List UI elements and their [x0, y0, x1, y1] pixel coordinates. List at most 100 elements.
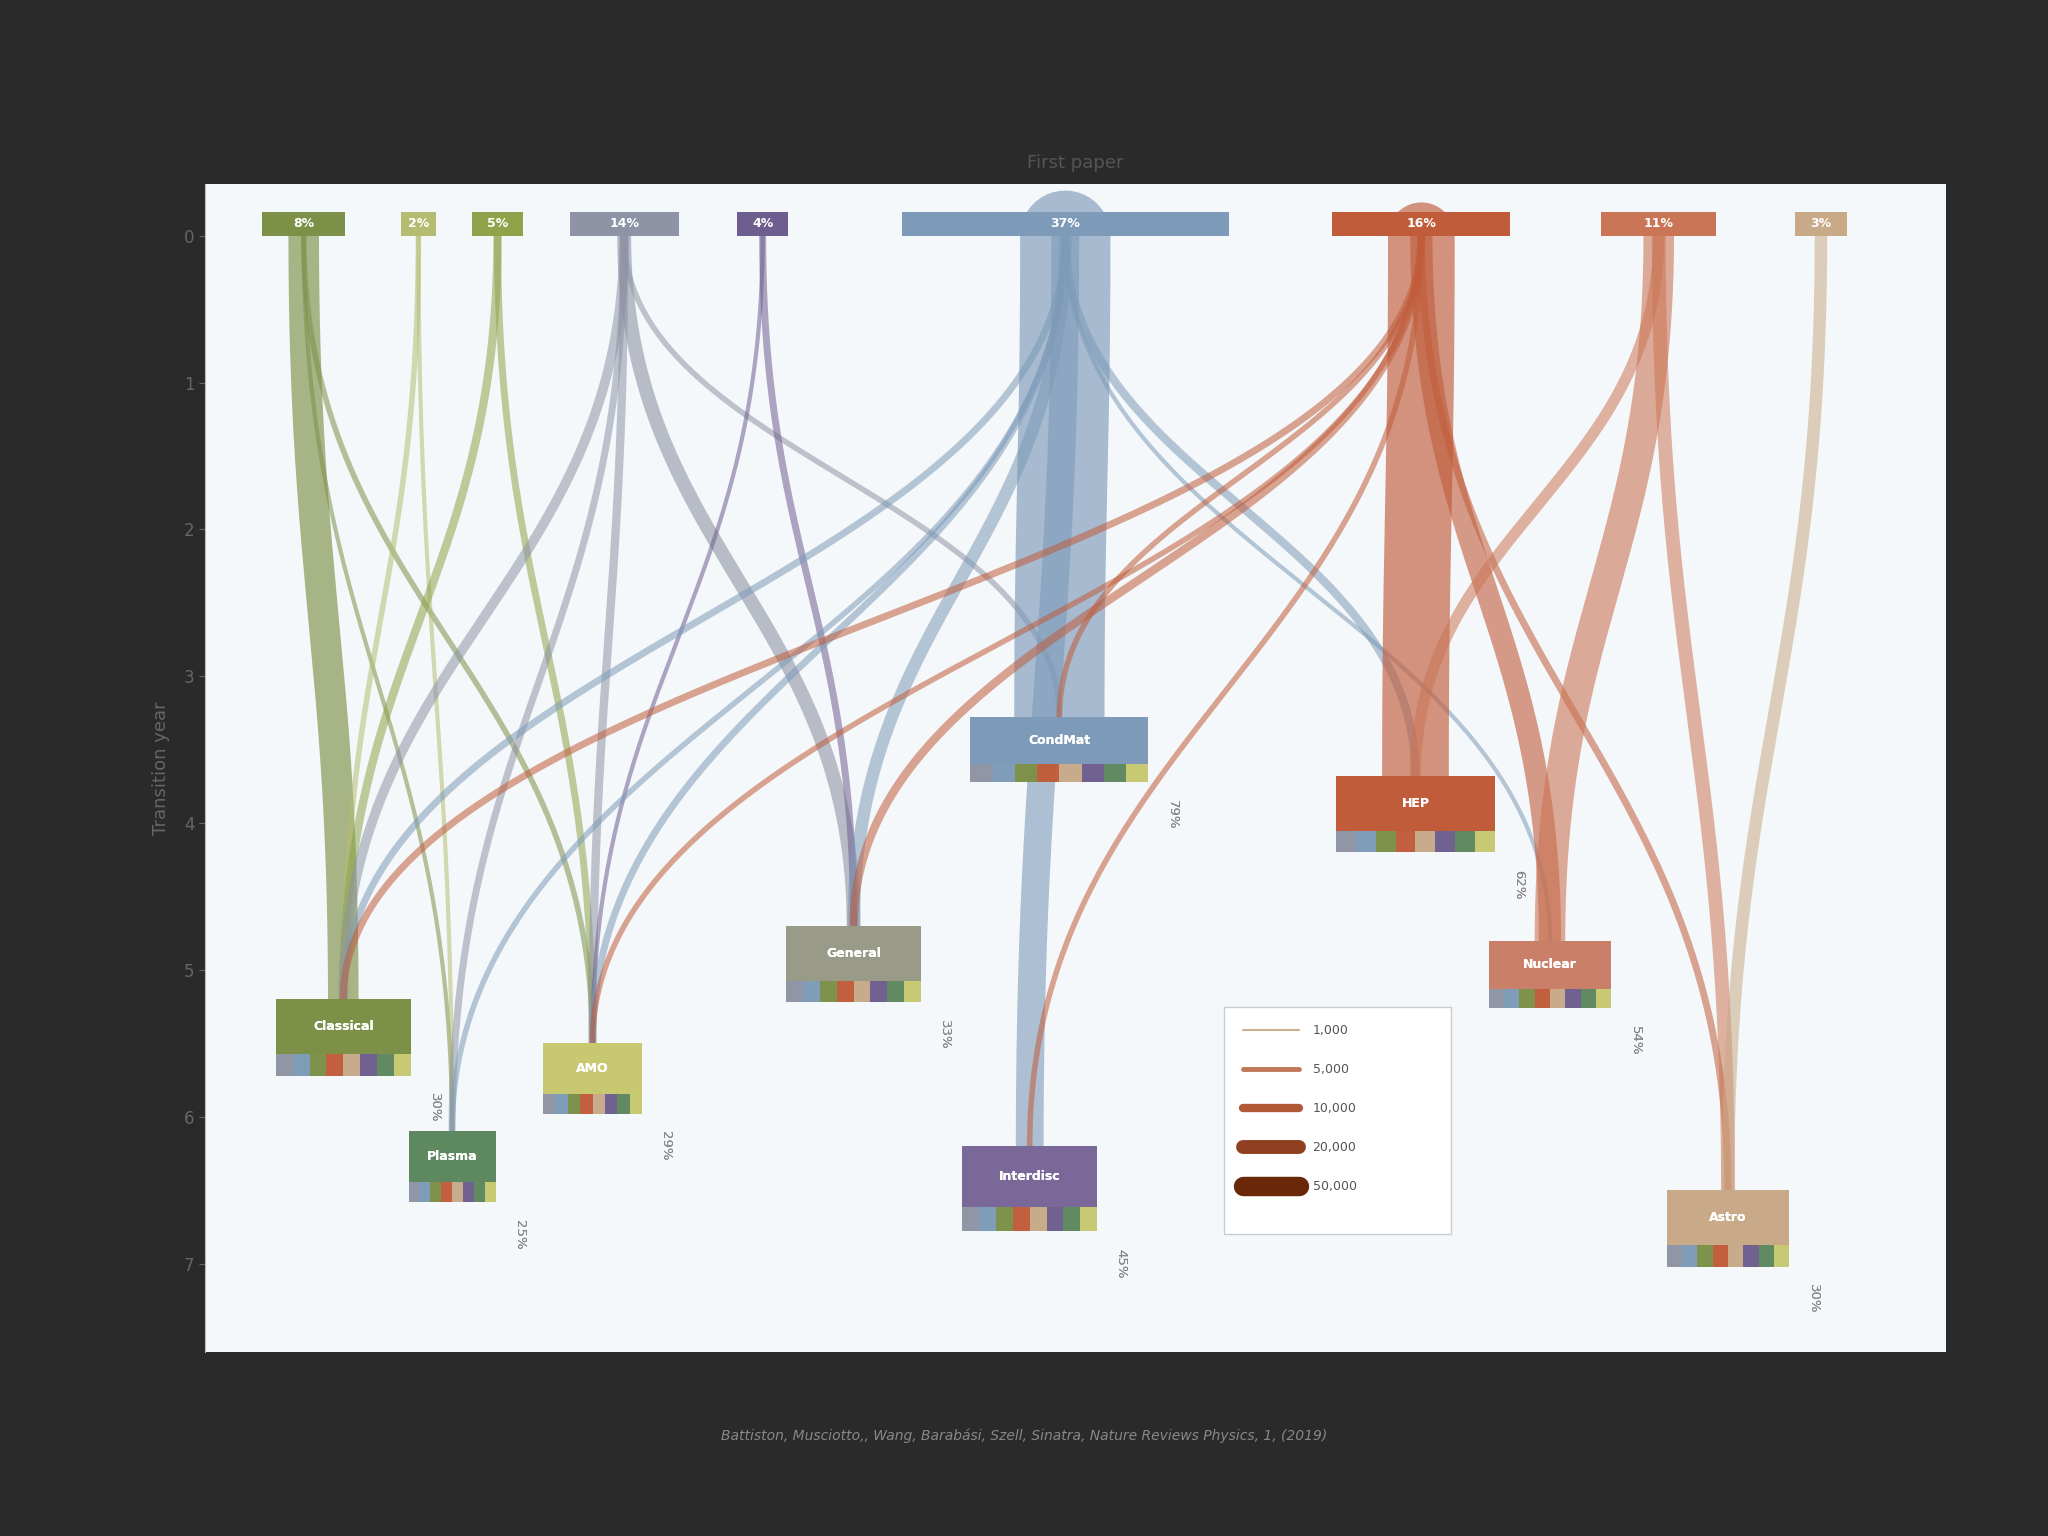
Bar — [1503, 989, 1520, 1008]
Bar — [592, 1094, 604, 1114]
Bar — [453, 1183, 463, 1201]
Bar — [1335, 831, 1356, 852]
Bar — [786, 926, 922, 982]
Text: General: General — [825, 946, 881, 960]
Bar — [1063, 1207, 1079, 1232]
Bar — [1712, 1246, 1729, 1267]
Bar — [819, 982, 838, 1001]
Bar — [1333, 212, 1511, 235]
Bar — [1223, 1006, 1452, 1235]
Text: General: General — [825, 946, 881, 960]
Bar — [963, 1207, 979, 1232]
Bar — [737, 212, 788, 235]
Text: 8%: 8% — [293, 218, 313, 230]
Text: 20,000: 20,000 — [1313, 1141, 1356, 1154]
Bar — [309, 1054, 326, 1075]
Text: Battiston, Musciotto,, Wang, Barabási, Szell, Sinatra, Nature Reviews Physics, 1: Battiston, Musciotto,, Wang, Barabási, S… — [721, 1428, 1327, 1444]
Bar — [555, 1094, 567, 1114]
Bar — [963, 1207, 979, 1232]
Bar — [1550, 989, 1565, 1008]
Text: 3%: 3% — [1810, 218, 1831, 230]
Text: 33%: 33% — [938, 1020, 950, 1049]
Text: 5%: 5% — [487, 218, 508, 230]
Bar — [1667, 1190, 1790, 1246]
Text: 11%: 11% — [1645, 218, 1673, 230]
Bar — [1014, 1207, 1030, 1232]
Bar — [803, 982, 819, 1001]
Bar — [262, 212, 346, 235]
Bar — [1595, 989, 1612, 1008]
Text: 33%: 33% — [938, 1020, 950, 1049]
Bar — [903, 982, 922, 1001]
Text: Astro: Astro — [1710, 1212, 1747, 1224]
Bar — [276, 1054, 293, 1075]
Text: 8%: 8% — [293, 218, 313, 230]
Bar — [1036, 763, 1059, 782]
Bar — [344, 1054, 360, 1075]
Bar — [1489, 989, 1503, 1008]
Bar — [604, 1094, 616, 1114]
Bar — [555, 1094, 567, 1114]
Text: 29%: 29% — [659, 1132, 672, 1161]
Text: 29%: 29% — [659, 1132, 672, 1161]
Bar — [1796, 212, 1847, 235]
Bar — [995, 1207, 1014, 1232]
Text: 30%: 30% — [1806, 1284, 1819, 1313]
Bar — [616, 1094, 629, 1114]
Bar — [1016, 763, 1036, 782]
Bar — [1081, 763, 1104, 782]
Bar — [1126, 763, 1149, 782]
Bar — [293, 1054, 309, 1075]
Bar — [463, 1183, 473, 1201]
Bar — [1774, 1246, 1790, 1267]
Bar — [1602, 212, 1716, 235]
Bar — [276, 1000, 410, 1054]
Bar — [887, 982, 903, 1001]
Bar — [1036, 763, 1059, 782]
Text: Interdisc: Interdisc — [999, 1170, 1061, 1183]
Text: AMO: AMO — [575, 1063, 608, 1075]
Bar — [377, 1054, 393, 1075]
Text: Nuclear: Nuclear — [1524, 958, 1577, 971]
Text: 30%: 30% — [428, 1094, 440, 1123]
Bar — [408, 1132, 496, 1183]
Bar — [963, 1146, 1098, 1207]
Bar — [276, 1000, 410, 1054]
Text: 11%: 11% — [1645, 218, 1673, 230]
Bar — [262, 212, 346, 235]
Bar — [887, 982, 903, 1001]
Bar — [1415, 831, 1436, 852]
Bar — [401, 212, 436, 235]
Bar — [543, 1094, 555, 1114]
Text: 62%: 62% — [1511, 869, 1526, 900]
Bar — [1079, 1207, 1098, 1232]
Bar — [1104, 763, 1126, 782]
Bar — [1667, 1190, 1790, 1246]
Bar — [592, 1094, 604, 1114]
Bar — [1395, 831, 1415, 852]
Bar — [1059, 763, 1081, 782]
Bar — [569, 212, 678, 235]
Bar — [377, 1054, 393, 1075]
Bar — [1081, 763, 1104, 782]
Bar — [971, 717, 1149, 763]
Bar — [1415, 831, 1436, 852]
Text: Classical: Classical — [313, 1020, 373, 1034]
Bar — [485, 1183, 496, 1201]
Bar — [854, 982, 870, 1001]
Bar — [1534, 989, 1550, 1008]
Text: 45%: 45% — [1114, 1249, 1126, 1278]
Bar — [786, 982, 803, 1001]
Bar — [1335, 776, 1495, 831]
Bar — [870, 982, 887, 1001]
Bar — [1335, 831, 1356, 852]
Text: 3%: 3% — [1810, 218, 1831, 230]
Bar — [1104, 763, 1126, 782]
Bar — [309, 1054, 326, 1075]
Text: 10,000: 10,000 — [1313, 1101, 1356, 1115]
Bar — [1712, 1246, 1729, 1267]
Bar — [326, 1054, 344, 1075]
Text: 25%: 25% — [512, 1220, 526, 1249]
Bar — [1395, 831, 1415, 852]
Bar — [1581, 989, 1595, 1008]
